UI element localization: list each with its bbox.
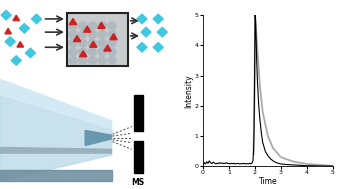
Polygon shape (90, 41, 97, 47)
Circle shape (89, 31, 97, 38)
Y-axis label: Intensity: Intensity (184, 74, 193, 108)
Polygon shape (137, 43, 147, 52)
Circle shape (108, 48, 116, 56)
Circle shape (98, 22, 106, 29)
Circle shape (108, 39, 116, 47)
Circle shape (98, 57, 106, 64)
Circle shape (69, 31, 77, 38)
Polygon shape (0, 170, 112, 181)
Polygon shape (153, 14, 163, 24)
Circle shape (69, 22, 77, 29)
Polygon shape (137, 14, 147, 24)
Polygon shape (153, 43, 163, 52)
Polygon shape (19, 24, 29, 33)
Polygon shape (1, 10, 11, 20)
Polygon shape (17, 42, 24, 47)
Polygon shape (5, 37, 15, 46)
Circle shape (108, 22, 116, 29)
Circle shape (108, 31, 116, 38)
Polygon shape (85, 130, 112, 146)
Polygon shape (25, 48, 35, 58)
Polygon shape (0, 79, 112, 181)
Polygon shape (69, 19, 77, 25)
Circle shape (89, 22, 97, 29)
Circle shape (98, 48, 106, 56)
Polygon shape (83, 26, 91, 32)
Polygon shape (11, 56, 21, 65)
Polygon shape (0, 79, 112, 129)
Polygon shape (79, 51, 87, 57)
Polygon shape (31, 14, 42, 24)
Circle shape (98, 31, 106, 38)
Text: MS: MS (132, 178, 145, 187)
Circle shape (89, 57, 97, 64)
Polygon shape (5, 28, 11, 34)
Circle shape (69, 48, 77, 56)
Bar (134, 141, 143, 173)
Polygon shape (104, 45, 111, 51)
Polygon shape (13, 15, 20, 21)
Polygon shape (110, 34, 117, 40)
Polygon shape (73, 36, 81, 42)
Circle shape (79, 39, 87, 47)
Circle shape (69, 39, 77, 47)
Polygon shape (157, 27, 167, 37)
Bar (134, 95, 143, 131)
X-axis label: Time: Time (259, 177, 277, 186)
Circle shape (79, 31, 87, 38)
Polygon shape (0, 147, 112, 153)
Circle shape (79, 48, 87, 56)
Circle shape (79, 57, 87, 64)
Circle shape (98, 39, 106, 47)
Circle shape (108, 57, 116, 64)
Circle shape (79, 22, 87, 29)
Circle shape (89, 48, 97, 56)
Polygon shape (98, 22, 105, 28)
Circle shape (69, 57, 77, 64)
Bar (67, 13, 128, 66)
Polygon shape (141, 27, 151, 37)
Circle shape (89, 39, 97, 47)
